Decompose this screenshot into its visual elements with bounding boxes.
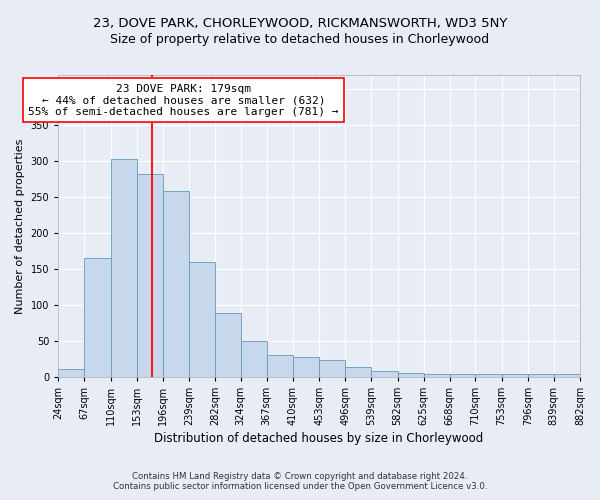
- Bar: [319, 360, 345, 376]
- Bar: [215, 314, 241, 376]
- Bar: [554, 374, 580, 376]
- Bar: [137, 174, 163, 376]
- Bar: [424, 374, 450, 376]
- X-axis label: Distribution of detached houses by size in Chorleywood: Distribution of detached houses by size …: [154, 432, 484, 445]
- Bar: [398, 373, 424, 376]
- Text: 23 DOVE PARK: 179sqm
← 44% of detached houses are smaller (632)
55% of semi-deta: 23 DOVE PARK: 179sqm ← 44% of detached h…: [28, 84, 339, 117]
- Bar: [163, 192, 189, 376]
- Bar: [189, 262, 215, 376]
- Bar: [267, 355, 293, 376]
- Bar: [293, 358, 319, 376]
- Text: Contains public sector information licensed under the Open Government Licence v3: Contains public sector information licen…: [113, 482, 487, 491]
- Bar: [110, 159, 137, 376]
- Bar: [345, 366, 371, 376]
- Bar: [241, 342, 267, 376]
- Text: Contains HM Land Registry data © Crown copyright and database right 2024.: Contains HM Land Registry data © Crown c…: [132, 472, 468, 481]
- Bar: [371, 371, 398, 376]
- Bar: [527, 374, 554, 376]
- Bar: [475, 374, 502, 376]
- Text: 23, DOVE PARK, CHORLEYWOOD, RICKMANSWORTH, WD3 5NY: 23, DOVE PARK, CHORLEYWOOD, RICKMANSWORT…: [93, 18, 507, 30]
- Bar: [58, 370, 85, 376]
- Text: Size of property relative to detached houses in Chorleywood: Size of property relative to detached ho…: [110, 32, 490, 46]
- Bar: [502, 374, 527, 376]
- Y-axis label: Number of detached properties: Number of detached properties: [15, 138, 25, 314]
- Bar: [85, 258, 110, 376]
- Bar: [450, 374, 475, 376]
